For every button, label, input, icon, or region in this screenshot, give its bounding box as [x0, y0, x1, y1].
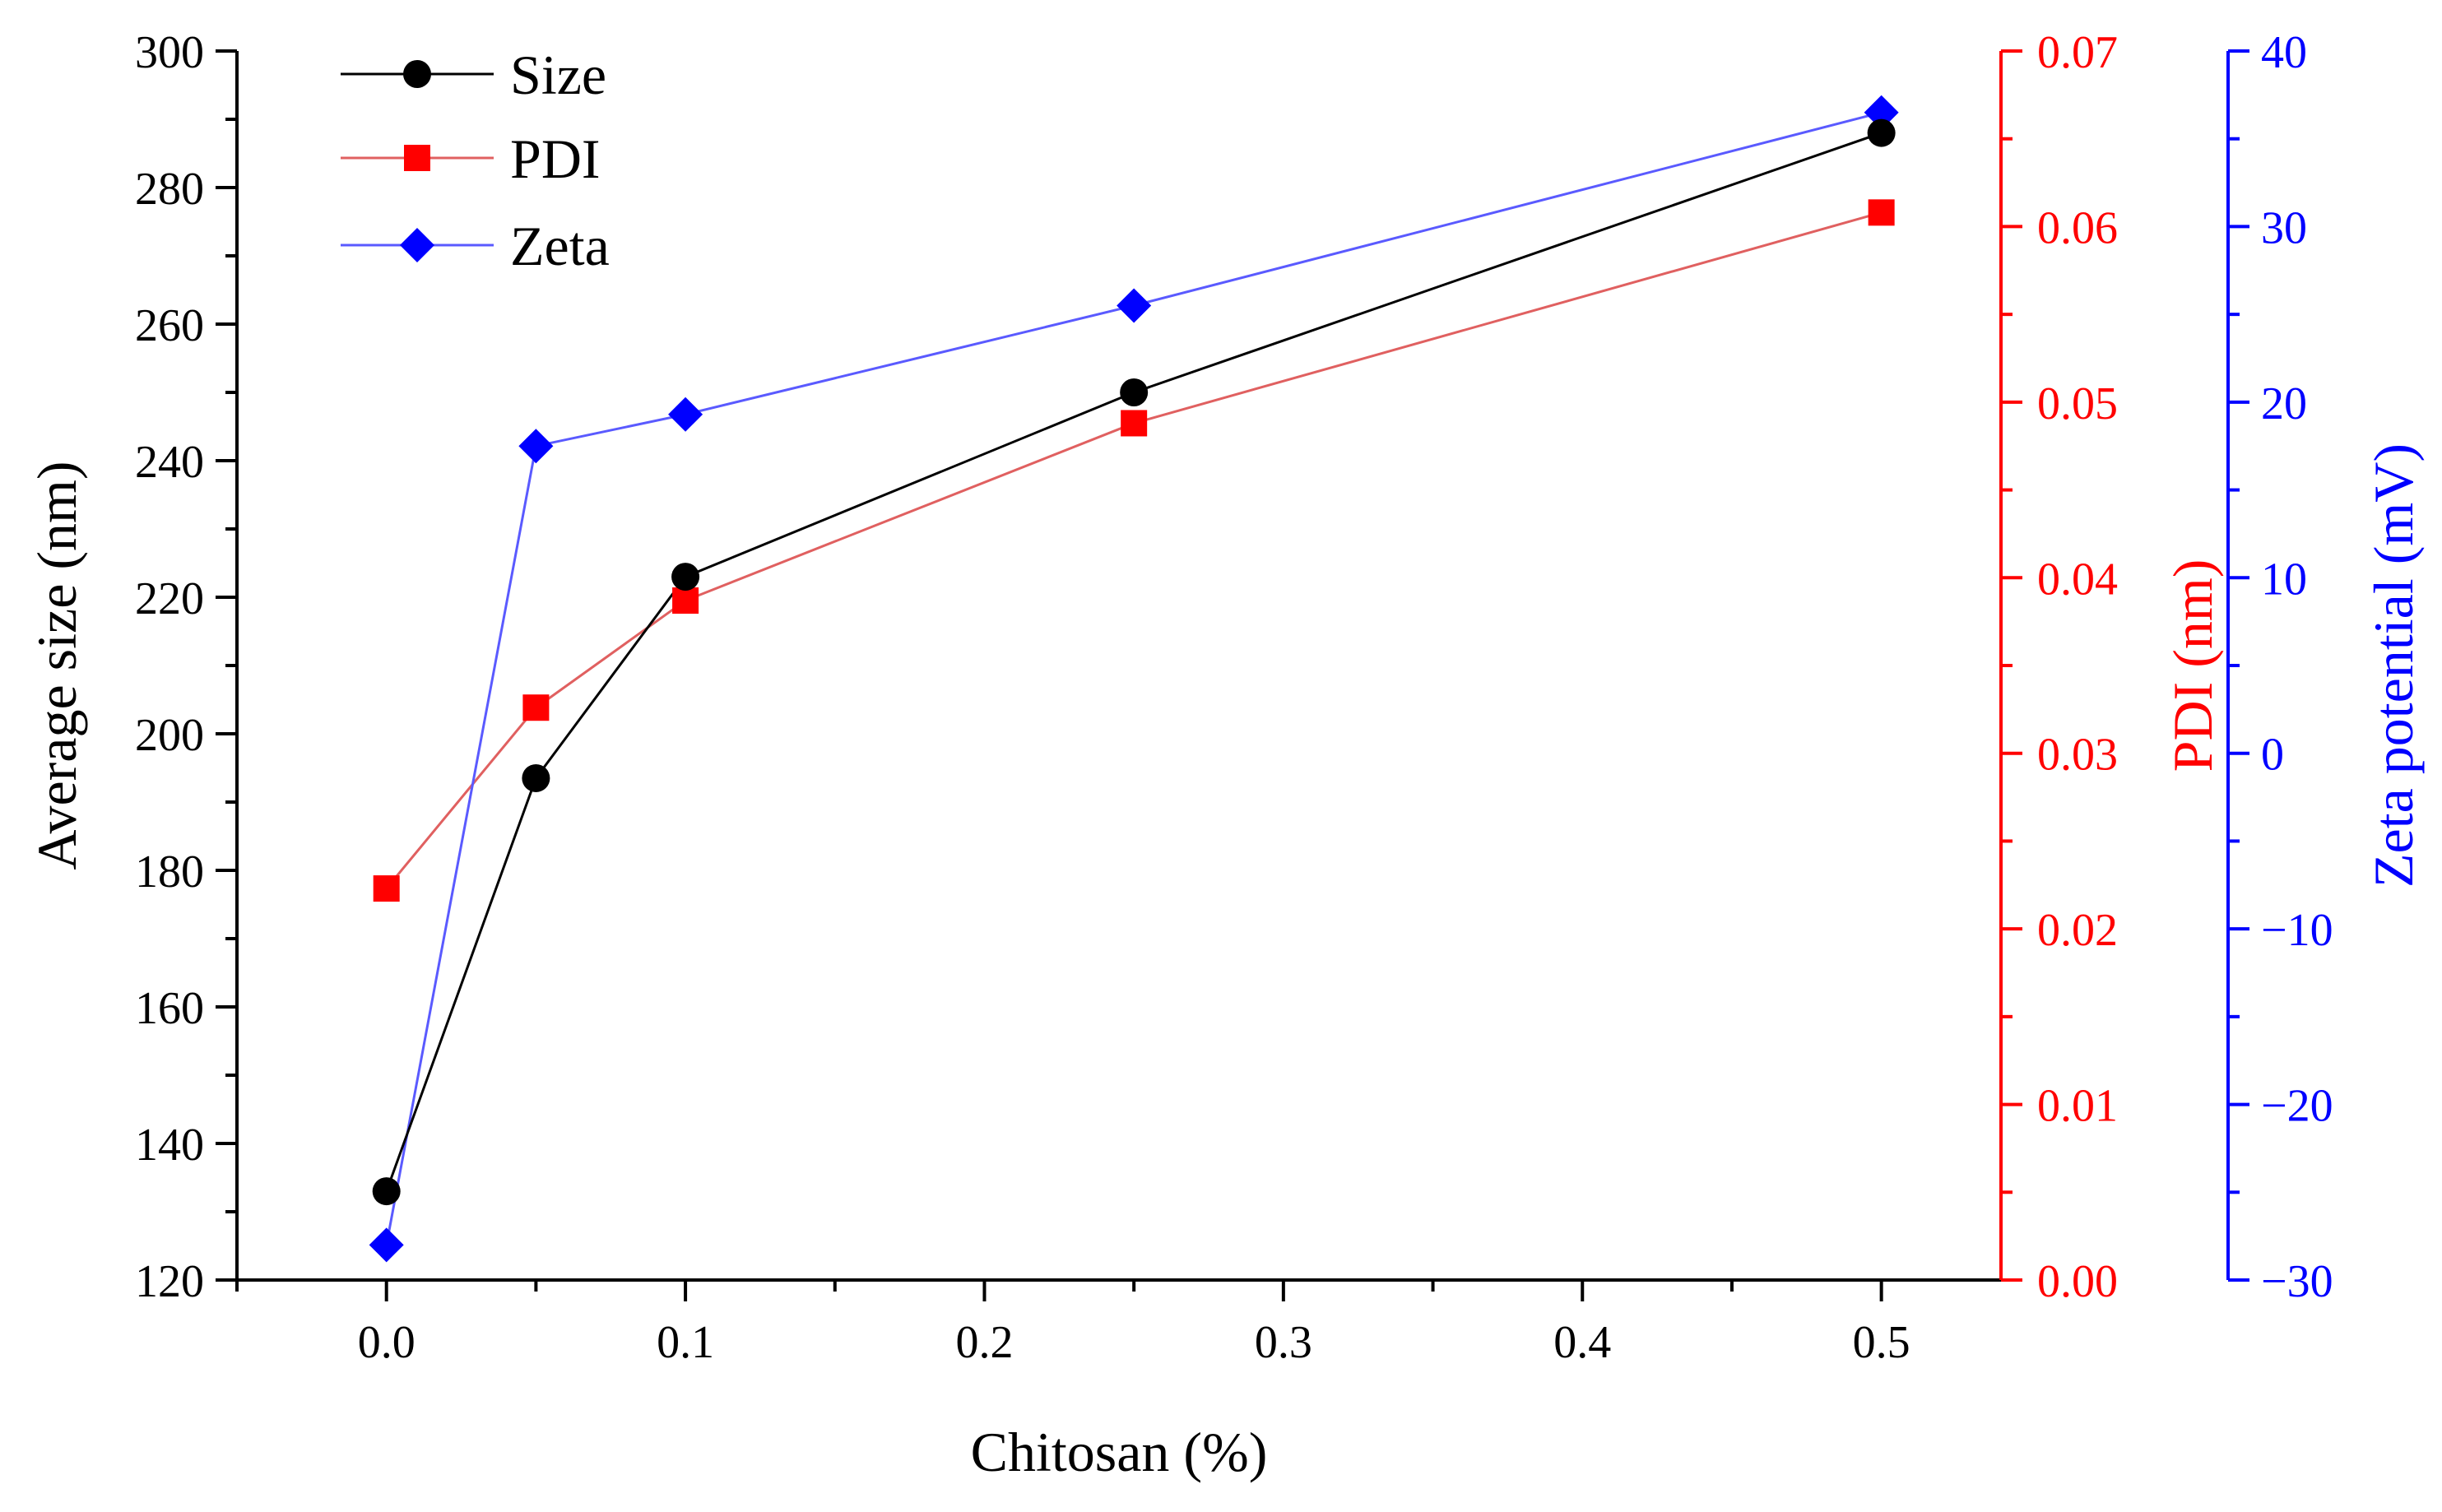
legend-marker-pdi	[404, 145, 430, 171]
data-point-size	[372, 1177, 401, 1206]
legend-label-zeta: Zeta	[510, 215, 610, 277]
zeta-tick-label: −20	[2261, 1081, 2333, 1132]
x-tick-label: 0.0	[358, 1317, 416, 1368]
x-tick-label: 0.5	[1853, 1317, 1910, 1368]
axes-layer: 0.0 0.1 0.2 0.3 0.4 0.5 Chitosan (%) 120 140 160 1…	[26, 27, 2425, 1483]
left-tick-label: 240	[135, 437, 204, 488]
left-tick-label: 280	[135, 164, 204, 215]
zeta-tick-label: −10	[2261, 905, 2333, 956]
zeta-axis-title: Zeta potential (mV)	[2362, 443, 2425, 888]
data-point-zeta	[1117, 288, 1152, 323]
legend-marker-zeta	[400, 228, 434, 262]
pdi-tick-label: 0.02	[2037, 905, 2118, 956]
data-point-pdi	[1121, 410, 1148, 437]
zeta-tick-label: 20	[2261, 378, 2307, 429]
zeta-tick-label: 10	[2261, 554, 2307, 605]
x-tick-label: 0.2	[955, 1317, 1013, 1368]
data-point-zeta	[1864, 95, 1899, 130]
left-tick-label: 200	[135, 710, 204, 761]
left-tick-label: 180	[135, 846, 204, 897]
data-point-size	[1867, 118, 1896, 147]
pdi-axis-title: PDI (nm)	[2161, 559, 2224, 772]
zeta-tick-label: 30	[2261, 202, 2307, 253]
left-tick-label: 120	[135, 1256, 204, 1307]
legend-label-size: Size	[510, 44, 606, 106]
data-point-pdi	[373, 875, 400, 902]
x-tick-label: 0.4	[1553, 1317, 1611, 1368]
left-tick-label: 140	[135, 1120, 204, 1171]
x-axis-title: Chitosan (%)	[971, 1421, 1268, 1483]
left-tick-label: 160	[135, 983, 204, 1034]
zeta-tick-label: 0	[2261, 730, 2284, 781]
pdi-tick-label: 0.05	[2037, 378, 2118, 429]
data-point-pdi	[1868, 199, 1895, 226]
legend: Size PDI Zeta	[341, 44, 610, 277]
pdi-tick-label: 0.07	[2037, 27, 2118, 78]
data-point-zeta	[369, 1227, 404, 1263]
zeta-tick-label: −30	[2261, 1256, 2333, 1307]
x-tick-label: 0.1	[657, 1317, 714, 1368]
left-tick-label: 260	[135, 300, 204, 351]
pdi-tick-label: 0.03	[2037, 730, 2118, 781]
data-point-size	[671, 563, 700, 591]
left-tick-label: 300	[135, 27, 204, 78]
data-point-pdi	[522, 694, 550, 721]
legend-marker-size	[403, 60, 431, 88]
left-tick-label: 220	[135, 573, 204, 624]
zeta-tick-label: 40	[2261, 27, 2307, 78]
series-layer	[369, 95, 1899, 1263]
left-axis-title: Average size (nm)	[26, 461, 88, 870]
x-tick-label: 0.3	[1255, 1317, 1312, 1368]
pdi-tick-label: 0.00	[2037, 1256, 2118, 1307]
pdi-tick-label: 0.04	[2037, 554, 2118, 605]
data-point-size	[1120, 378, 1149, 406]
data-point-size	[522, 763, 550, 792]
data-point-zeta	[668, 397, 703, 432]
legend-label-pdi: PDI	[510, 128, 601, 190]
data-point-zeta	[518, 429, 554, 464]
pdi-tick-label: 0.01	[2037, 1081, 2118, 1132]
data-point-pdi	[672, 587, 699, 615]
pdi-tick-label: 0.06	[2037, 202, 2118, 253]
